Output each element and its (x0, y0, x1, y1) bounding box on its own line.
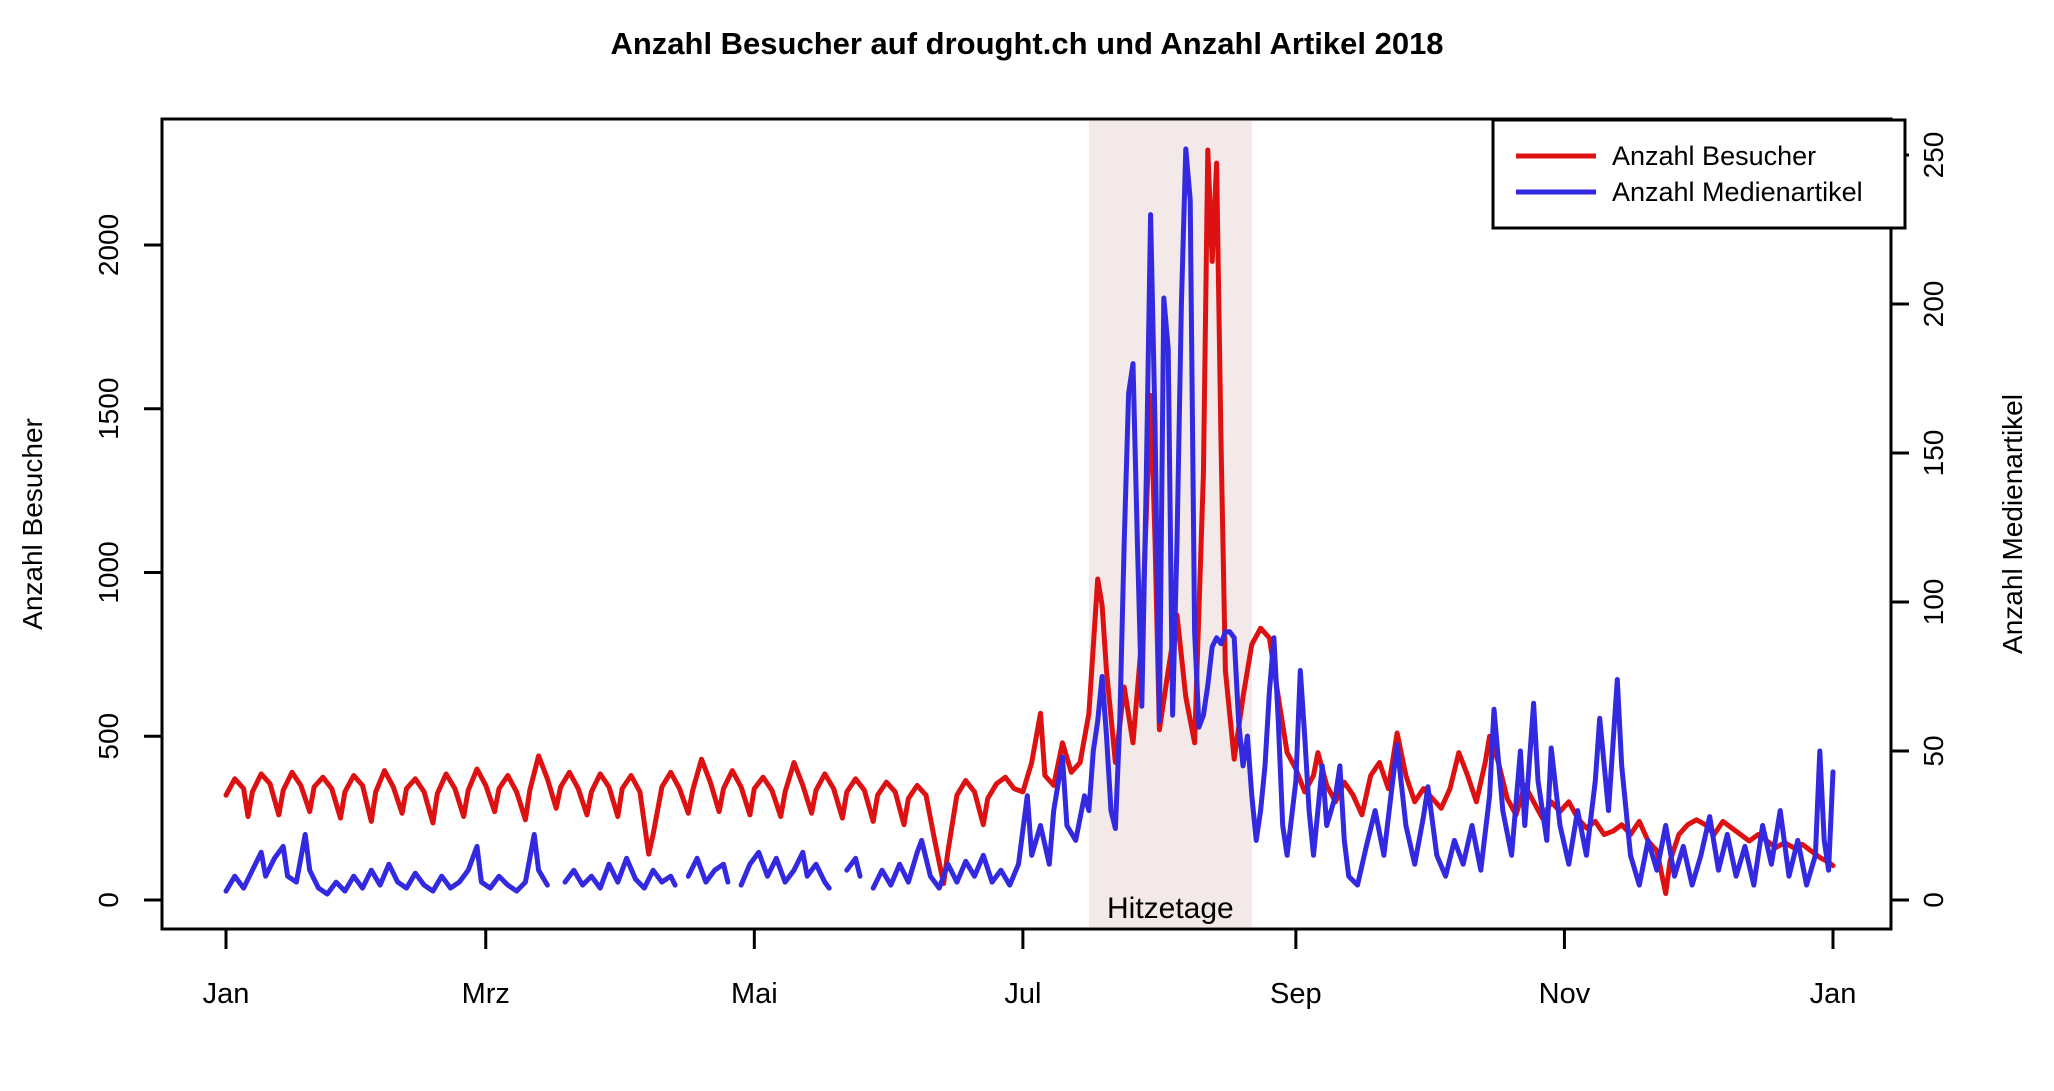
x-axis-tick-label: Jan (203, 978, 250, 1010)
left-axis-tick-label: 0 (93, 892, 124, 908)
x-axis-tick-label: Jul (1004, 978, 1041, 1010)
right-axis-tick-label: 50 (1918, 735, 1949, 766)
legend-box (1491, 118, 1907, 230)
x-axis-tick-label: Mai (731, 978, 778, 1010)
visitors-line (223, 147, 1836, 896)
articles-line-seg4 (844, 855, 863, 879)
right-axis-title: Anzahl Medienartikel (1997, 394, 2028, 654)
left-axis-tick-label: 2000 (93, 214, 124, 276)
heatwave-band-label: Hitzetage (1107, 892, 1234, 925)
articles-line-seg0 (223, 831, 550, 897)
articles-line-seg5 (870, 146, 1836, 891)
articles-line-seg1 (562, 855, 678, 891)
right-axis-tick-label: 100 (1918, 579, 1949, 626)
chart-title: Anzahl Besucher auf drought.ch und Anzah… (610, 26, 1444, 61)
legend-label: Anzahl Medienartikel (1612, 177, 1863, 207)
plot-border (160, 117, 1893, 931)
left-axis-title: Anzahl Besucher (17, 418, 48, 630)
x-axis-tick-label: Jan (1810, 978, 1857, 1010)
left-axis-tick-label: 500 (93, 713, 124, 760)
x-axis-tick-label: Nov (1539, 978, 1591, 1010)
x-axis-tick-label: Mrz (462, 978, 510, 1010)
x-axis-tick-label: Sep (1270, 978, 1322, 1010)
right-axis-tick-label: 200 (1918, 281, 1949, 328)
right-axis-tick-label: 250 (1918, 132, 1949, 179)
articles-line-seg3 (738, 849, 832, 891)
legend-label: Anzahl Besucher (1612, 141, 1816, 171)
right-axis-tick-label: 150 (1918, 430, 1949, 477)
right-axis-tick-label: 0 (1918, 892, 1949, 908)
articles-line-seg2 (685, 855, 731, 885)
left-axis-tick-label: 1500 (93, 378, 124, 440)
left-axis-tick-label: 1000 (93, 541, 124, 603)
